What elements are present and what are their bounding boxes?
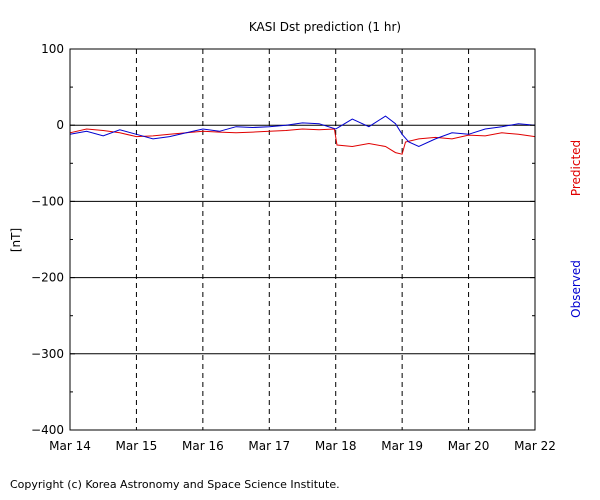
x-tick-label: Mar 22 (514, 439, 556, 453)
series-line-predicted (69, 128, 536, 155)
plot-frame (69, 48, 536, 431)
chart-title: KASI Dst prediction (1 hr) (249, 20, 401, 34)
series-line-observed (69, 115, 536, 148)
y-tick-label: −100 (31, 194, 64, 208)
legend-predicted: Predicted (569, 140, 583, 196)
x-tick-label: Mar 17 (248, 439, 290, 453)
y-tick-label: 0 (56, 118, 64, 132)
y-axis-label: [nT] (9, 228, 23, 252)
y-tick-label: −400 (31, 423, 64, 437)
x-tick-label: Mar 18 (315, 439, 357, 453)
copyright-notice: Copyright (c) Korea Astronomy and Space … (10, 478, 340, 491)
x-tick-label: Mar 16 (182, 439, 224, 453)
x-tick-label: Mar 15 (116, 439, 158, 453)
y-tick-label: 100 (41, 42, 64, 56)
x-tick-label: Mar 14 (49, 439, 91, 453)
x-tick-label: Mar 20 (448, 439, 490, 453)
x-tick-label: Mar 19 (381, 439, 423, 453)
y-axis: 100 0 −100 −200 −300 −400 (31, 42, 535, 437)
x-axis: Mar 14 Mar 15 Mar 16 Mar 17 Mar 18 Mar 19 Mar … (49, 439, 556, 453)
y-tick-label: −300 (31, 347, 64, 361)
chart-grid (70, 49, 535, 430)
chart-series (69, 115, 536, 155)
y-tick-label: −200 (31, 271, 64, 285)
legend-observed: Observed (569, 260, 583, 318)
dst-chart: KASI Dst prediction (1 hr) 100 0 −100 −200 −… (9, 20, 583, 453)
